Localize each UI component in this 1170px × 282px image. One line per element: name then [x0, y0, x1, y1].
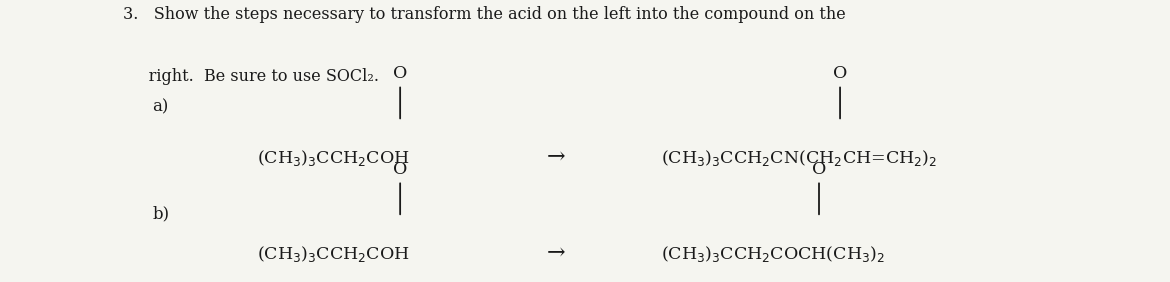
Text: O: O: [833, 65, 847, 82]
Text: O: O: [812, 161, 826, 178]
Text: →: →: [546, 147, 565, 169]
Text: a): a): [152, 99, 168, 116]
Text: →: →: [546, 243, 565, 265]
Text: (CH$_3$)$_3$CCH$_2$CN(CH$_2$CH=CH$_2$)$_2$: (CH$_3$)$_3$CCH$_2$CN(CH$_2$CH=CH$_2$)$_…: [661, 148, 937, 168]
Text: b): b): [152, 206, 170, 223]
Text: 3.   Show the steps necessary to transform the acid on the left into the compoun: 3. Show the steps necessary to transform…: [123, 6, 846, 23]
Text: (CH$_3$)$_3$CCH$_2$COH: (CH$_3$)$_3$CCH$_2$COH: [257, 244, 411, 264]
Text: (CH$_3$)$_3$CCH$_2$COCH(CH$_3$)$_2$: (CH$_3$)$_3$CCH$_2$COCH(CH$_3$)$_2$: [661, 244, 886, 264]
Text: right.  Be sure to use SOCl₂.: right. Be sure to use SOCl₂.: [123, 68, 379, 85]
Text: (CH$_3$)$_3$CCH$_2$COH: (CH$_3$)$_3$CCH$_2$COH: [257, 148, 411, 168]
Text: O: O: [393, 161, 407, 178]
Text: O: O: [393, 65, 407, 82]
